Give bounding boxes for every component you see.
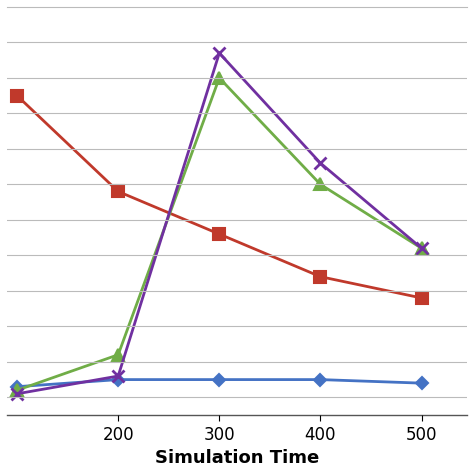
- Series1 (blue diamond): [115, 377, 121, 383]
- Series2 (red square): [14, 93, 20, 99]
- Series3 (green triangle): [115, 352, 121, 357]
- Line: Series1 (blue diamond): Series1 (blue diamond): [13, 375, 426, 391]
- Series1 (blue diamond): [217, 377, 222, 383]
- Series2 (red square): [419, 295, 424, 301]
- Series2 (red square): [217, 231, 222, 237]
- Series4 (purple x): [419, 246, 424, 251]
- Series4 (purple x): [115, 373, 121, 379]
- Line: Series3 (green triangle): Series3 (green triangle): [11, 72, 428, 396]
- Series4 (purple x): [14, 391, 20, 397]
- Series3 (green triangle): [14, 387, 20, 393]
- Series4 (purple x): [217, 50, 222, 56]
- Series3 (green triangle): [318, 182, 323, 187]
- Series1 (blue diamond): [14, 384, 20, 390]
- Line: Series4 (purple x): Series4 (purple x): [11, 47, 428, 400]
- Series4 (purple x): [318, 160, 323, 166]
- Series3 (green triangle): [419, 246, 424, 251]
- X-axis label: Simulation Time: Simulation Time: [155, 449, 319, 467]
- Series3 (green triangle): [217, 75, 222, 81]
- Series2 (red square): [318, 274, 323, 280]
- Series1 (blue diamond): [318, 377, 323, 383]
- Series1 (blue diamond): [419, 380, 424, 386]
- Line: Series2 (red square): Series2 (red square): [11, 90, 427, 303]
- Series2 (red square): [115, 189, 121, 194]
